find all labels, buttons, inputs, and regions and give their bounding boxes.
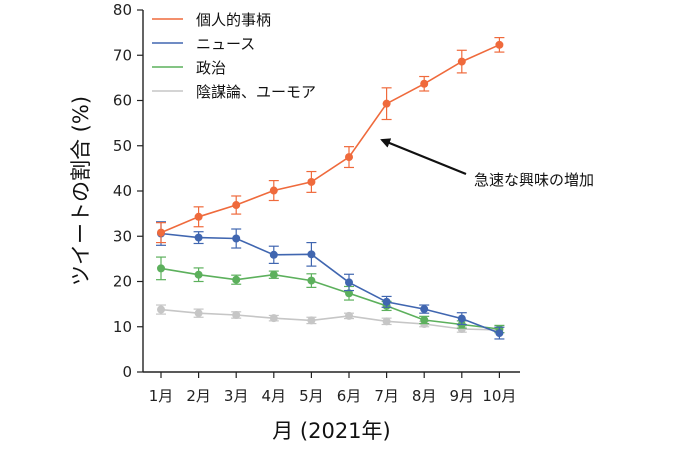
y-tick-label: 60 [113,92,132,110]
series-line [160,44,500,234]
x-tick-label: 10月 [482,387,516,405]
data-point [345,289,353,298]
series-layer [156,37,505,340]
data-point [232,310,241,319]
annotation-text: 急速な興味の増加 [474,171,594,189]
x-tick-label: 6月 [337,387,362,405]
x-tick-label: 5月 [299,387,324,405]
data-point [420,315,429,324]
data-point [345,311,353,320]
x-axis-title: 月 (2021年) [272,419,391,443]
annotation: 急速な興味の増加 [380,138,594,189]
data-point [420,305,429,314]
data-point [232,275,241,284]
data-point [157,264,165,273]
data-point [382,99,391,108]
y-tick-label: 20 [113,273,132,291]
x-tick-label: 4月 [262,387,287,405]
data-point [269,314,278,323]
y-tick-label: 50 [113,137,132,155]
series-line [160,232,500,334]
data-point [194,309,203,318]
legend-label: 陰謀論、ユーモア [196,83,316,101]
data-point [345,153,353,162]
y-tick-label: 0 [122,363,132,381]
data-point [269,250,278,259]
series-2 [156,256,505,334]
data-point [495,40,504,49]
y-axis-ticks: 0 10 20 30 40 50 60 70 80 [113,1,143,381]
x-tick-label: 8月 [412,387,437,405]
data-point [232,234,241,243]
series-line [160,267,500,330]
x-tick-label: 9月 [450,387,475,405]
data-point [307,177,316,186]
data-point [457,57,466,66]
series-0 [156,37,505,244]
y-tick-label: 30 [113,227,132,245]
data-point [232,201,241,210]
data-point [157,228,165,237]
series-line [160,308,500,331]
data-point [269,186,278,195]
y-axis-title: ツイートの割合 (%) [69,96,93,286]
legend-label: ニュース [196,35,255,53]
x-tick-label: 1月 [149,387,174,405]
y-tick-label: 80 [113,1,132,19]
data-point [269,270,278,279]
legend-label: 個人的事柄 [196,11,271,29]
data-point [382,297,391,306]
data-point [495,329,504,338]
legend-label: 政治 [196,59,226,77]
data-point [194,270,203,279]
x-axis-ticks: 1月 2月 3月 4月 5月 6月 7月 8月 9月 10月 [149,372,516,405]
x-tick-label: 7月 [374,387,399,405]
data-point [194,212,203,221]
y-tick-label: 70 [113,46,132,64]
data-point [420,79,429,88]
data-point [382,317,391,326]
x-tick-label: 3月 [224,387,249,405]
x-tick-label: 2月 [186,387,211,405]
data-point [457,314,466,323]
annotation-arrow [380,138,467,176]
data-point [307,316,316,325]
data-point [307,250,316,259]
data-point [194,233,203,242]
series-1 [156,221,505,340]
y-tick-label: 40 [113,182,132,200]
data-point [307,276,316,285]
data-point [345,278,353,287]
data-point [157,305,165,314]
series-3 [156,304,505,334]
y-tick-label: 10 [113,318,132,336]
